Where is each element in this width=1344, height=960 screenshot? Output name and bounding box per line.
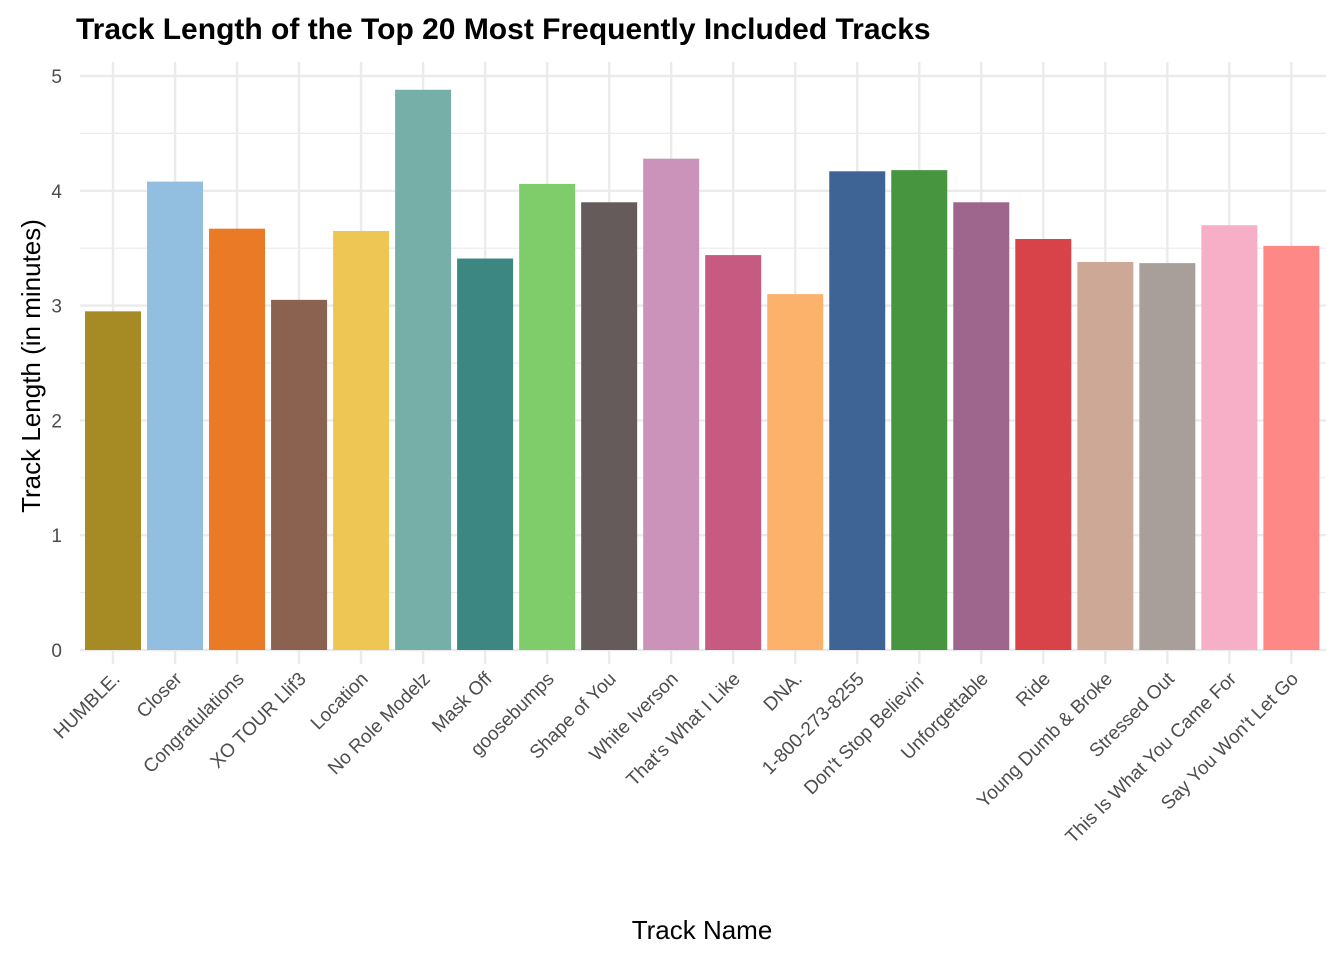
bar (581, 202, 638, 650)
bar (643, 158, 700, 650)
bar (1201, 225, 1258, 651)
bar (333, 230, 390, 651)
bar (147, 181, 204, 650)
bar (457, 258, 514, 650)
x-tick-label: Closer (133, 668, 187, 722)
x-tick-label: Ride (1012, 669, 1054, 711)
y-tick-label: 5 (51, 67, 62, 88)
bar (1263, 245, 1320, 651)
y-axis-title: Track Length (in minutes) (16, 219, 46, 513)
bar (395, 89, 452, 650)
gridlines (80, 62, 1326, 664)
bar (829, 171, 886, 650)
bar (1139, 263, 1196, 650)
y-tick-label: 1 (51, 526, 62, 547)
bar (85, 311, 141, 650)
bars (85, 89, 1320, 651)
y-tick-label: 2 (51, 411, 62, 432)
chart-title: Track Length of the Top 20 Most Frequent… (76, 13, 931, 46)
y-tick-label: 3 (51, 297, 62, 318)
bar (209, 228, 266, 650)
bar (271, 299, 328, 650)
bar (1077, 261, 1134, 650)
bar (705, 255, 762, 650)
x-tick-label: Don't Stop Believin' (800, 669, 931, 800)
bar (767, 294, 824, 650)
bar (519, 183, 576, 651)
y-tick-label: 0 (51, 641, 62, 662)
bar (1015, 239, 1072, 651)
y-tick-label: 4 (51, 182, 62, 203)
x-axis-title: Track Name (632, 915, 773, 945)
bar (891, 170, 948, 651)
y-axis-ticks: 0 1 2 3 4 5 (51, 67, 62, 662)
x-tick-label: DNA. (760, 669, 807, 716)
x-tick-label: That's What I Like (623, 669, 745, 791)
bar (953, 202, 1010, 650)
x-tick-label: HUMBLE. (50, 669, 125, 744)
